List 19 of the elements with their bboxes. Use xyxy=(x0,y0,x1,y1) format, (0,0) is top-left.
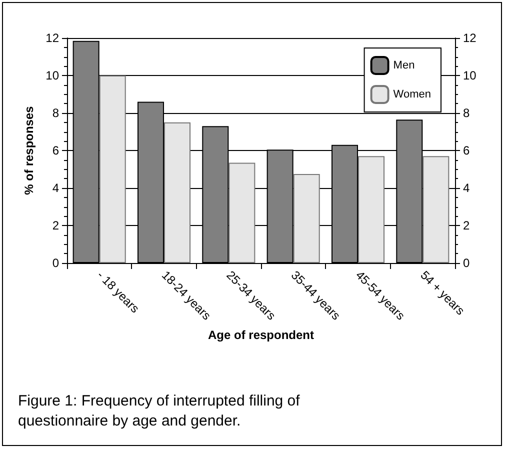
y2-tick-label: 2 xyxy=(463,218,470,232)
y-axis-title: % of responses xyxy=(22,106,36,195)
y-tick-label: 8 xyxy=(52,106,60,120)
y2-tick-label: 4 xyxy=(463,181,470,195)
y2-tick-label: 12 xyxy=(463,31,477,45)
y-tick-label: 12 xyxy=(46,31,60,45)
legend-label: Women xyxy=(393,88,432,100)
x-axis-title: Age of respondent xyxy=(208,328,314,342)
y2-tick-label: 8 xyxy=(463,106,470,120)
y2-tick-label: 6 xyxy=(463,144,470,158)
y2-tick-label: 10 xyxy=(463,68,477,82)
y-tick-label: 0 xyxy=(52,256,60,270)
y-tick-label: 2 xyxy=(52,218,60,232)
y-tick-label: 10 xyxy=(46,68,60,82)
y-tick-label: 4 xyxy=(52,181,60,195)
legend-label: Men xyxy=(393,60,415,72)
caption: Figure 1: Frequency of interrupted filling of questionnaire by age and gender. xyxy=(18,392,304,430)
y-tick-label: 6 xyxy=(52,144,60,158)
y2-tick-label: 0 xyxy=(463,256,470,270)
